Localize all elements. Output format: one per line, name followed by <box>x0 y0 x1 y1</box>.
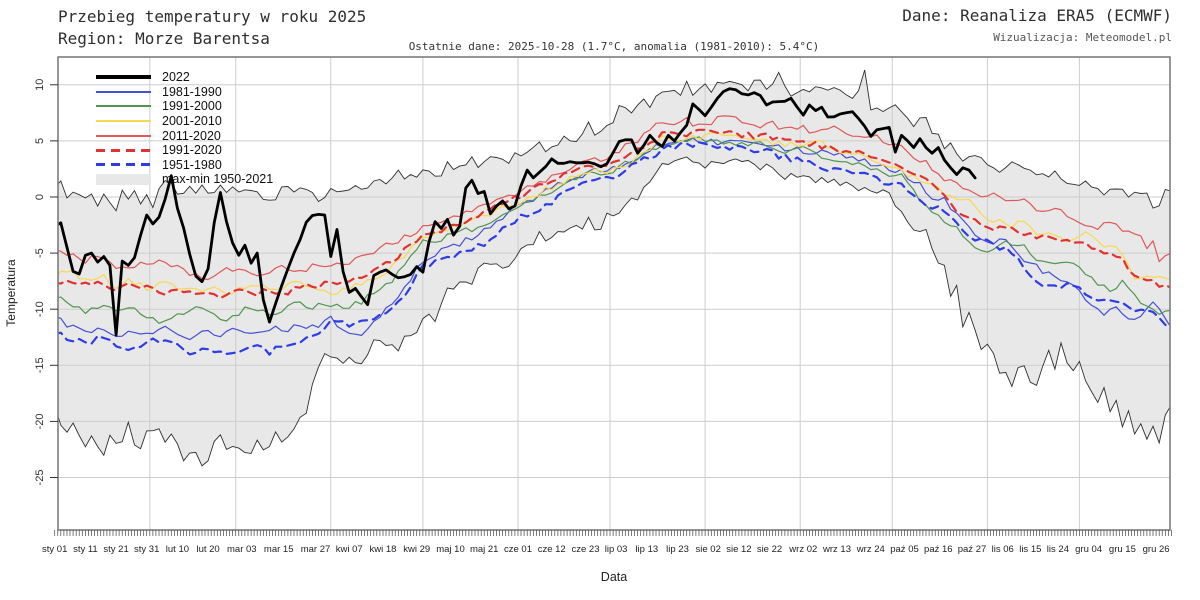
x-tick-label: sty 01 <box>42 544 67 555</box>
legend-swatch-dash-icon <box>96 163 151 167</box>
x-tick-label: lis 06 <box>992 544 1014 555</box>
y-tick-label: -25 <box>34 470 46 486</box>
legend-item: 2022 <box>96 70 273 85</box>
x-tick-label: lis 15 <box>1019 544 1041 555</box>
legend-item: max-min 1950-2021 <box>96 172 273 187</box>
series-2001-2010 <box>58 132 1170 296</box>
legend-item: 1991-2000 <box>96 99 273 114</box>
y-tick-label: 10 <box>34 79 46 91</box>
legend-item: 1991-2020 <box>96 143 273 158</box>
x-tick-label: mar 15 <box>264 544 294 555</box>
legend-swatch-line-icon <box>96 134 151 137</box>
x-tick-label: cze 01 <box>504 544 532 555</box>
source-block: Dane: Reanaliza ERA5 (ECMWF) Wizualizacj… <box>902 6 1172 44</box>
visualization-credit: Wizualizacja: Meteomodel.pl <box>993 31 1172 44</box>
x-tick-label: lip 03 <box>605 544 628 555</box>
x-tick-label: mar 03 <box>227 544 257 555</box>
title-block: Przebieg temperatury w roku 2025 Region:… <box>58 6 366 50</box>
x-tick-label: lut 20 <box>196 544 219 555</box>
x-tick-label: cze 23 <box>572 544 600 555</box>
x-tick-label: paź 16 <box>924 544 953 555</box>
x-tick-label: cze 12 <box>538 544 566 555</box>
x-tick-label: wrz 24 <box>856 544 885 555</box>
legend-item: 1951-1980 <box>96 158 273 173</box>
x-tick-label: sie 22 <box>757 544 782 555</box>
y-tick-label: -10 <box>34 301 46 317</box>
legend-swatch-dash-icon <box>96 148 151 152</box>
x-tick-label: gru 26 <box>1143 544 1170 555</box>
x-tick-label: gru 15 <box>1109 544 1136 555</box>
series-1981-1990 <box>58 137 1170 341</box>
last-data-annotation: Ostatnie dane: 2025-10-28 (1.7°C, anomal… <box>408 40 820 53</box>
legend-label: 2022 <box>162 70 190 85</box>
x-tick-label: kwi 18 <box>370 544 397 555</box>
legend-swatch-line-icon <box>96 90 151 93</box>
x-tick-label: sty 11 <box>73 544 98 555</box>
x-tick-label: mar 27 <box>301 544 331 555</box>
series-2022 <box>58 87 977 337</box>
y-tick-label: -5 <box>34 248 46 258</box>
data-source: Dane: Reanaliza ERA5 (ECMWF) <box>902 6 1172 25</box>
x-tick-label: lip 23 <box>666 544 689 555</box>
legend-label: max-min 1950-2021 <box>162 172 274 187</box>
x-tick-label: sty 21 <box>103 544 128 555</box>
x-tick-label: kwi 07 <box>336 544 363 555</box>
series-1991-2000 <box>58 136 1170 324</box>
band-min-outline <box>58 156 1170 467</box>
legend-label: 1991-2000 <box>162 99 222 114</box>
x-tick-label: maj 10 <box>436 544 465 555</box>
legend-item: 1981-1990 <box>96 85 273 100</box>
legend-label: 1951-1980 <box>162 157 222 172</box>
axes: 10 5 0 -5 -10 -15 -20 -25 sty 01 sty 11 sty 21 sty … <box>34 79 1172 555</box>
x-tick-label: wrz 02 <box>788 544 817 555</box>
y-tick-label: -15 <box>34 357 46 373</box>
x-tick-label: maj 21 <box>470 544 499 555</box>
legend-label: 2001-2010 <box>162 114 222 129</box>
x-tick-label: lut 10 <box>166 544 189 555</box>
series-1991-2020 <box>58 128 1170 300</box>
legend-swatch-line-icon <box>96 105 151 108</box>
x-tick-label: paź 27 <box>958 544 987 555</box>
x-tick-label: sie 02 <box>696 544 721 555</box>
x-tick-label: kwi 29 <box>403 544 430 555</box>
y-tick-label: 5 <box>34 138 46 144</box>
legend-label: 1991-2020 <box>162 143 222 158</box>
y-tick-label: 0 <box>34 194 46 200</box>
legend-swatch-band-icon <box>96 173 151 185</box>
x-tick-label: gru 04 <box>1075 544 1102 555</box>
legend-swatch-line-icon <box>96 120 151 123</box>
x-axis-label: Data <box>600 570 628 584</box>
x-tick-label: sty 31 <box>134 544 159 555</box>
legend: 2022 1981-1990 1991-2000 2001-2010 2011-2020… <box>96 70 273 187</box>
x-tick-label: wrz 13 <box>822 544 851 555</box>
band-max-outline <box>58 69 1170 212</box>
legend-item: 2011-2020 <box>96 128 273 143</box>
x-tick-label: sie 12 <box>726 544 751 555</box>
chart-region-subtitle: Region: Morze Barentsa <box>58 29 270 48</box>
legend-label: 1981-1990 <box>162 84 222 99</box>
y-axis-label: Temperatura <box>4 259 18 327</box>
legend-swatch-thick-icon <box>96 75 151 80</box>
plot-border <box>57 56 1171 531</box>
x-tick-label: lip 13 <box>635 544 658 555</box>
x-tick-label: lis 24 <box>1047 544 1069 555</box>
x-tick-label: paź 05 <box>890 544 919 555</box>
y-tick-label: -20 <box>34 413 46 429</box>
series-1951-1980 <box>58 141 1170 356</box>
chart-title: Przebieg temperatury w roku 2025 <box>58 7 367 26</box>
legend-item: 2001-2010 <box>96 114 273 129</box>
legend-label: 2011-2020 <box>162 128 221 143</box>
